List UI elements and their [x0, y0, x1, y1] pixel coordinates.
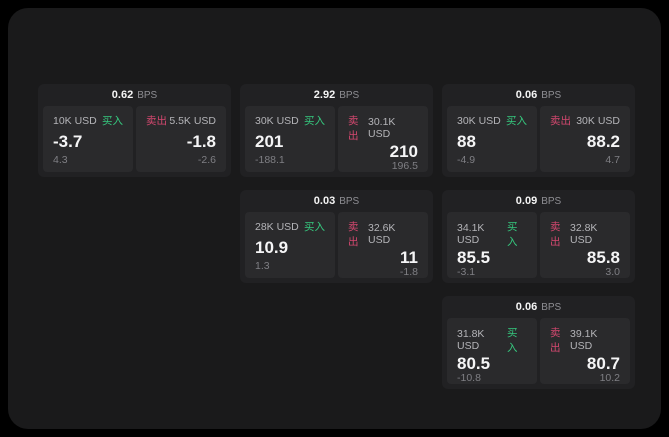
- spread-header: 0.06 BPS: [442, 84, 635, 106]
- sell-label: 卖出: [550, 221, 561, 248]
- sell-sub-value: 196.5: [391, 160, 418, 172]
- sell-amount: 30K USD: [576, 114, 620, 127]
- bps-value: 0.06: [515, 89, 538, 101]
- buy-tile[interactable]: 34.1K USD 买入 85.5 -3.1: [447, 212, 537, 278]
- bps-value: 2.92: [313, 89, 336, 101]
- spread-card[interactable]: 2.92 BPS 30K USD 买入 201 -188.1 卖出 30.1K …: [240, 84, 433, 177]
- bps-value: 0.62: [111, 89, 134, 101]
- spread-card[interactable]: 0.09 BPS 34.1K USD 买入 85.5 -3.1 卖出 32.8K…: [442, 190, 635, 283]
- bps-value: 0.06: [515, 301, 538, 313]
- sell-tile[interactable]: 卖出 39.1K USD 80.7 10.2: [540, 318, 630, 384]
- sell-amount: 30.1K USD: [367, 116, 396, 140]
- buy-sub-value: -188.1: [255, 154, 285, 166]
- buy-value: 201: [255, 131, 284, 151]
- sell-label: 卖出: [348, 115, 359, 142]
- bps-value: 0.03: [313, 195, 336, 207]
- buy-tile[interactable]: 28K USD 买入 10.9 1.3: [245, 212, 335, 278]
- sell-sub-value: 3.0: [605, 266, 620, 278]
- sell-label: 卖出: [550, 327, 561, 354]
- buy-tile[interactable]: 31.8K USD 买入 80.5 -10.8: [447, 318, 537, 384]
- buy-sub-value: -3.1: [457, 266, 476, 278]
- buy-sub-value: -10.8: [457, 372, 481, 384]
- spread-header: 0.03 BPS: [240, 190, 433, 212]
- buy-amount: 30K USD: [457, 114, 501, 127]
- buy-label: 买入: [304, 115, 325, 127]
- buy-amount: 31.8K USD: [457, 328, 485, 352]
- buy-label: 买入: [507, 221, 518, 248]
- sell-value: 210: [389, 142, 418, 161]
- spread-card[interactable]: 0.06 BPS 30K USD 买入 88 -4.9 卖出 30K USD 8…: [442, 84, 635, 177]
- bps-unit-label: BPS: [541, 195, 562, 207]
- spread-card[interactable]: 0.03 BPS 28K USD 买入 10.9 1.3 卖出 32.6K US…: [240, 190, 433, 283]
- buy-amount: 10K USD: [53, 114, 97, 127]
- sell-amount: 39.1K USD: [569, 328, 598, 352]
- sell-tile[interactable]: 卖出 30K USD 88.2 4.7: [540, 106, 630, 172]
- sell-label: 卖出: [550, 115, 571, 127]
- sell-amount: 32.8K USD: [569, 222, 598, 246]
- sell-label: 卖出: [146, 115, 167, 127]
- spread-card[interactable]: 0.62 BPS 10K USD 买入 -3.7 4.3 卖出 5.5K USD…: [38, 84, 231, 177]
- spread-header: 0.62 BPS: [38, 84, 231, 106]
- sell-value: 85.8: [586, 248, 620, 267]
- bps-value: 0.09: [515, 195, 538, 207]
- buy-tile[interactable]: 30K USD 买入 201 -188.1: [245, 106, 335, 172]
- buy-label: 买入: [304, 221, 325, 233]
- sell-sub-value: -2.6: [197, 154, 216, 166]
- app-window: 0.62 BPS 10K USD 买入 -3.7 4.3 卖出 5.5K USD…: [8, 8, 661, 429]
- sell-sub-value: 10.2: [599, 372, 620, 384]
- buy-label: 买入: [102, 115, 123, 127]
- bps-unit-label: BPS: [339, 195, 360, 207]
- buy-sub-value: 1.3: [255, 260, 270, 272]
- buy-sub-value: -4.9: [457, 154, 476, 166]
- bps-unit-label: BPS: [339, 89, 360, 101]
- sell-sub-value: 4.7: [605, 154, 620, 166]
- sell-tile[interactable]: 卖出 32.8K USD 85.8 3.0: [540, 212, 630, 278]
- sell-tile[interactable]: 卖出 32.6K USD 11 -1.8: [338, 212, 428, 278]
- buy-tile[interactable]: 30K USD 买入 88 -4.9: [447, 106, 537, 172]
- sell-value: 11: [400, 248, 418, 267]
- spread-header: 0.06 BPS: [442, 296, 635, 318]
- buy-tile[interactable]: 10K USD 买入 -3.7 4.3: [43, 106, 133, 172]
- buy-value: 85.5: [457, 248, 491, 267]
- sell-label: 卖出: [348, 221, 359, 248]
- sell-tile[interactable]: 卖出 30.1K USD 210 196.5: [338, 106, 428, 172]
- buy-amount: 34.1K USD: [457, 222, 485, 246]
- buy-sub-value: 4.3: [53, 154, 68, 166]
- buy-value: 80.5: [457, 354, 491, 373]
- spread-header: 0.09 BPS: [442, 190, 635, 212]
- sell-value: 88.2: [586, 131, 620, 151]
- sell-tile[interactable]: 卖出 5.5K USD -1.8 -2.6: [136, 106, 226, 172]
- sell-value: -1.8: [186, 131, 216, 151]
- bps-unit-label: BPS: [541, 89, 562, 101]
- sell-amount: 32.6K USD: [367, 222, 396, 246]
- bps-unit-label: BPS: [137, 89, 158, 101]
- sell-sub-value: -1.8: [399, 266, 418, 278]
- buy-amount: 28K USD: [255, 220, 299, 233]
- bps-unit-label: BPS: [541, 301, 562, 313]
- buy-value: 88: [457, 131, 476, 151]
- buy-label: 买入: [506, 115, 527, 127]
- buy-amount: 30K USD: [255, 114, 299, 127]
- sell-value: 80.7: [586, 354, 620, 373]
- sell-amount: 5.5K USD: [169, 114, 216, 127]
- buy-value: -3.7: [53, 131, 83, 151]
- spread-card[interactable]: 0.06 BPS 31.8K USD 买入 80.5 -10.8 卖出 39.1…: [442, 296, 635, 389]
- buy-value: 10.9: [255, 237, 289, 257]
- spread-header: 2.92 BPS: [240, 84, 433, 106]
- buy-label: 买入: [507, 327, 518, 354]
